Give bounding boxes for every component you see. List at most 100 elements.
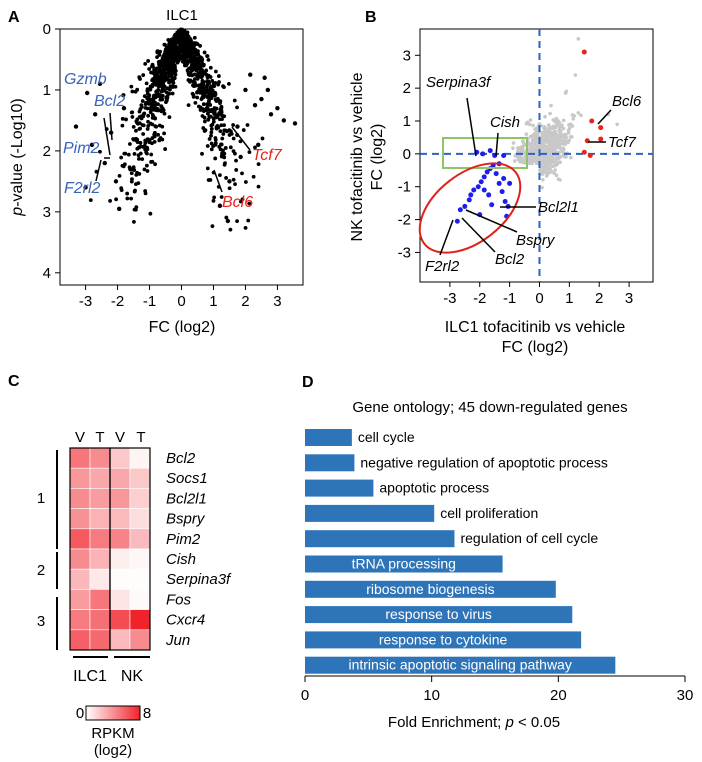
b-grey-point xyxy=(551,145,556,150)
b-grey-point xyxy=(556,156,561,161)
a-point xyxy=(200,61,205,66)
a-point xyxy=(186,78,191,82)
b-grey-point xyxy=(531,123,535,128)
a-point xyxy=(216,74,221,78)
b-ytick-label: -1 xyxy=(398,179,411,196)
b-xtick-label: -1 xyxy=(503,290,516,307)
label-bcl6: Bcl6 xyxy=(612,93,642,110)
a-point xyxy=(159,109,164,114)
label-tcf7: Tcf7 xyxy=(608,134,636,151)
a-point xyxy=(183,42,188,47)
a-point xyxy=(164,75,169,79)
b-up-point xyxy=(589,118,595,124)
a-point xyxy=(191,83,195,88)
a-point xyxy=(163,53,167,57)
a-point xyxy=(171,57,175,62)
a-point xyxy=(186,103,191,108)
a-point xyxy=(134,138,139,143)
b-grey-point xyxy=(529,148,533,152)
d-xtick-label: 10 xyxy=(423,687,440,704)
a-point xyxy=(220,136,225,141)
a-point xyxy=(200,92,205,97)
a-point xyxy=(218,129,223,134)
a-point xyxy=(160,93,165,98)
a-point xyxy=(221,148,225,153)
a-xtick-label: 2 xyxy=(241,293,249,310)
heatmap-cell xyxy=(89,488,111,509)
a-point xyxy=(143,102,148,107)
a-point xyxy=(209,127,214,131)
a-gene-label-bcl6: Bcl6 xyxy=(222,194,253,211)
a-point xyxy=(209,123,214,128)
label-serpina3f: Serpina3f xyxy=(426,74,492,91)
b-grey-point xyxy=(528,161,532,166)
a-point xyxy=(231,177,236,182)
a-point xyxy=(166,62,171,66)
a-point xyxy=(252,102,258,108)
a-point xyxy=(141,73,146,77)
go-bar-label: regulation of cell cycle xyxy=(460,530,598,546)
a-point xyxy=(148,211,153,216)
a-point xyxy=(206,117,211,122)
a-point xyxy=(192,35,197,40)
a-point xyxy=(172,38,177,43)
a-point xyxy=(154,124,159,129)
a-point xyxy=(102,160,107,166)
b-grey-point xyxy=(549,103,553,108)
b-xtick-label: 3 xyxy=(625,290,633,307)
a-point xyxy=(256,162,261,167)
a-point xyxy=(145,169,150,173)
a-point xyxy=(185,35,190,39)
a-point xyxy=(167,115,172,120)
heatmap-cell xyxy=(69,548,91,570)
a-point xyxy=(143,105,148,110)
b-grey-point xyxy=(543,156,548,161)
b-grey-point xyxy=(553,119,557,124)
a-point xyxy=(206,57,211,62)
a-point xyxy=(205,144,210,148)
a-point xyxy=(200,151,204,156)
b-grey-point xyxy=(556,144,561,148)
heatmap-cell xyxy=(69,528,91,550)
panel-b-leader-lines xyxy=(439,97,612,256)
a-point xyxy=(193,80,197,85)
a-point xyxy=(202,129,207,133)
a-point xyxy=(117,173,122,178)
b-grey-point xyxy=(540,185,544,190)
go-bar xyxy=(305,580,556,598)
a-point xyxy=(152,130,157,135)
a-gene-label-f2rl2: F2rl2 xyxy=(64,180,101,197)
a-point xyxy=(165,49,170,54)
col-header-nk-v: V xyxy=(115,429,125,446)
a-point xyxy=(202,115,207,120)
a-point xyxy=(201,86,206,91)
heatmap-cell xyxy=(89,629,111,651)
a-point xyxy=(218,101,222,105)
panel-b-down-points xyxy=(454,148,513,224)
b-grey-point xyxy=(512,159,517,163)
heatmap-cell xyxy=(109,467,131,489)
a-point xyxy=(155,92,160,97)
a-point xyxy=(162,111,167,116)
col-header-ilc1-v: V xyxy=(75,429,85,446)
a-point xyxy=(135,87,140,92)
b-grey-point xyxy=(541,177,545,182)
a-point xyxy=(222,123,226,128)
a-point xyxy=(138,126,143,131)
a-point xyxy=(201,70,206,75)
heatmap-cell xyxy=(109,589,131,610)
a-point xyxy=(224,176,229,180)
a-point xyxy=(131,137,136,141)
panel-b-x-axis-label-1: ILC1 tofacitinib vs vehicle xyxy=(445,319,626,336)
a-point xyxy=(145,151,149,156)
a-point xyxy=(154,83,158,87)
b-down-point xyxy=(487,148,493,154)
a-point xyxy=(190,54,195,58)
go-bar xyxy=(305,504,435,522)
panel-a-y-axis-label: p-value (-Log10) xyxy=(9,98,26,216)
go-bar-label: cell proliferation xyxy=(440,505,538,521)
panel-a-x-axis-label: FC (log2) xyxy=(149,319,216,336)
heatmap-cell xyxy=(129,528,151,550)
a-point xyxy=(141,132,146,136)
